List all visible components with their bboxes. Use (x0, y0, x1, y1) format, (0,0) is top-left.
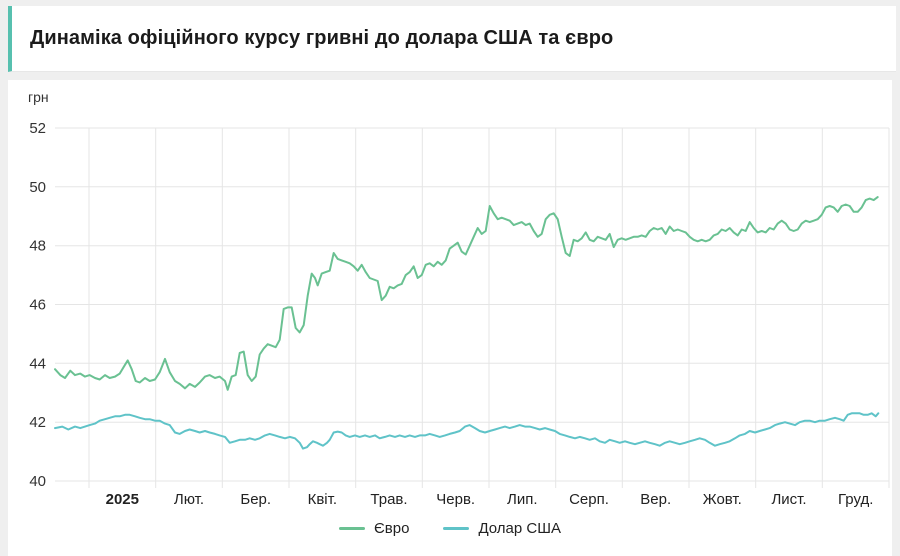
x-tick-label: Квіт. (308, 491, 337, 508)
legend-label-euro: Євро (374, 520, 410, 537)
series-line-usd (54, 412, 880, 450)
usd-line-swatch-icon (443, 527, 470, 530)
x-tick-label: Бер. (240, 491, 271, 508)
x-tick-label: Лют. (174, 491, 204, 508)
title-card: Динаміка офіційного курсу гривні до дола… (8, 6, 896, 72)
y-tick-label: 40 (29, 473, 46, 490)
x-tick-label: Груд. (838, 491, 873, 508)
y-axis-unit-label: грн (28, 89, 49, 105)
y-tick-label: 52 (29, 120, 46, 137)
legend-item-euro[interactable]: Євро (339, 520, 409, 537)
legend-item-usd[interactable]: Долар США (443, 520, 561, 537)
x-tick-label: Лист. (771, 491, 806, 508)
series-line-euro (54, 196, 879, 391)
legend-label-usd: Долар США (478, 520, 561, 537)
euro-line-swatch-icon (339, 527, 366, 530)
y-tick-label: 42 (29, 414, 46, 431)
y-tick-label: 50 (29, 179, 46, 196)
y-tick-label: 46 (29, 297, 46, 314)
exchange-rate-chart[interactable]: грн 52 50 48 46 44 42 40 2025 Лют. Бер. Квіт. Трав. Ч… (8, 80, 892, 512)
x-tick-label: Серп. (569, 491, 609, 508)
chart-card: грн 52 50 48 46 44 42 40 2025 Лют. Бер. Квіт. Трав. Ч… (8, 80, 892, 556)
x-tick-label: Жовт. (703, 491, 742, 508)
y-tick-label: 44 (29, 355, 46, 372)
x-tick-label: Лип. (507, 491, 538, 508)
y-tick-label: 48 (29, 238, 46, 255)
page-title: Динаміка офіційного курсу гривні до дола… (30, 27, 614, 49)
x-tick-label: Вер. (640, 491, 671, 508)
x-tick-label: 2025 (106, 491, 139, 508)
x-tick-label: Черв. (436, 491, 475, 508)
chart-legend: Євро Долар США (8, 520, 892, 537)
x-tick-label: Трав. (370, 491, 407, 508)
